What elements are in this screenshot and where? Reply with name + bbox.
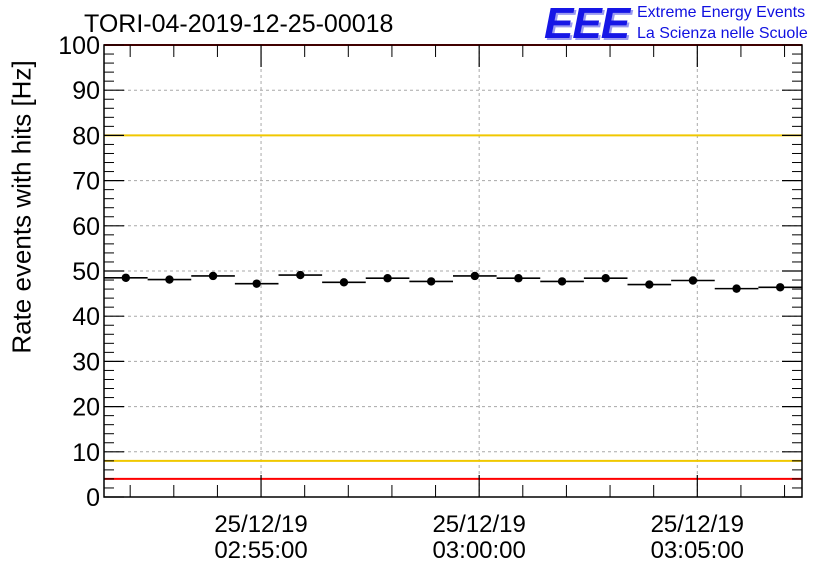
data-point: [514, 274, 523, 283]
data-point: [426, 277, 436, 286]
y-tick-label: 80: [72, 122, 100, 150]
y-tick-label: 70: [72, 168, 100, 196]
y-tick-label: 60: [72, 213, 100, 241]
tick-labels: 010203040506070809010025/12/1902:55:0025…: [58, 32, 744, 564]
grid-lines: [104, 45, 802, 497]
data-point: [383, 274, 392, 283]
data-point: [775, 283, 785, 292]
y-tick-label: 40: [72, 303, 100, 331]
x-tick-label-date: 25/12/19: [651, 511, 744, 538]
data-points: [104, 270, 802, 293]
data-point: [645, 280, 654, 289]
x-tick-label-time: 03:00:00: [432, 537, 525, 564]
y-axis-label-text: Rate events with hits [Hz]: [6, 60, 37, 354]
data-point: [296, 270, 305, 280]
data-point: [165, 275, 174, 284]
x-tick-label-time: 03:05:00: [651, 537, 744, 564]
data-point: [557, 277, 567, 286]
y-tick-label: 30: [72, 348, 100, 376]
data-point: [339, 278, 349, 287]
data-point: [470, 271, 480, 281]
x-tick-label-time: 02:55:00: [214, 537, 307, 564]
chart-title: TORI-04-2019-12-25-00018: [84, 10, 394, 38]
x-tick-label-date: 25/12/19: [214, 511, 307, 538]
y-tick-label: 90: [72, 77, 100, 105]
y-tick-label: 10: [72, 439, 100, 467]
data-point: [121, 273, 131, 282]
y-tick-label: 0: [86, 484, 100, 512]
data-point: [208, 271, 218, 281]
axis-ticks: [104, 44, 802, 498]
logo-caption-line1: Extreme Energy Events: [637, 4, 806, 21]
data-point: [732, 284, 741, 293]
x-tick-label-date: 25/12/19: [432, 511, 525, 538]
y-tick-label: 100: [58, 32, 100, 60]
data-point: [688, 276, 698, 285]
y-tick-label: 50: [72, 258, 100, 286]
eee-logo: EEE: [544, 0, 630, 48]
data-point: [252, 279, 261, 288]
y-tick-label: 20: [72, 394, 100, 422]
data-point: [601, 274, 610, 283]
logo-caption: Extreme Energy Events La Scienza nelle S…: [637, 2, 808, 44]
logo-caption-line2: La Scienza nelle Scuole: [637, 25, 808, 42]
